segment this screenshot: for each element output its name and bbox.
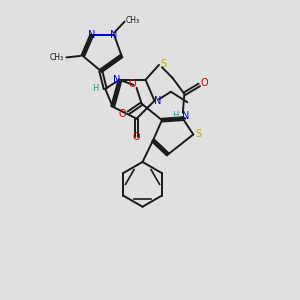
Text: N: N [154,96,162,106]
Text: N: N [88,30,95,40]
Text: S: S [160,59,166,69]
Text: H: H [92,84,99,93]
Text: O: O [201,78,208,88]
Text: H: H [172,111,178,120]
Text: N: N [182,111,189,121]
Text: O: O [128,79,136,89]
Text: S: S [195,130,201,140]
Text: N: N [113,75,120,85]
Text: O: O [133,133,140,142]
Text: O: O [119,109,126,119]
Text: N: N [110,30,118,40]
Text: CH₃: CH₃ [50,53,64,62]
Text: CH₃: CH₃ [126,16,140,25]
